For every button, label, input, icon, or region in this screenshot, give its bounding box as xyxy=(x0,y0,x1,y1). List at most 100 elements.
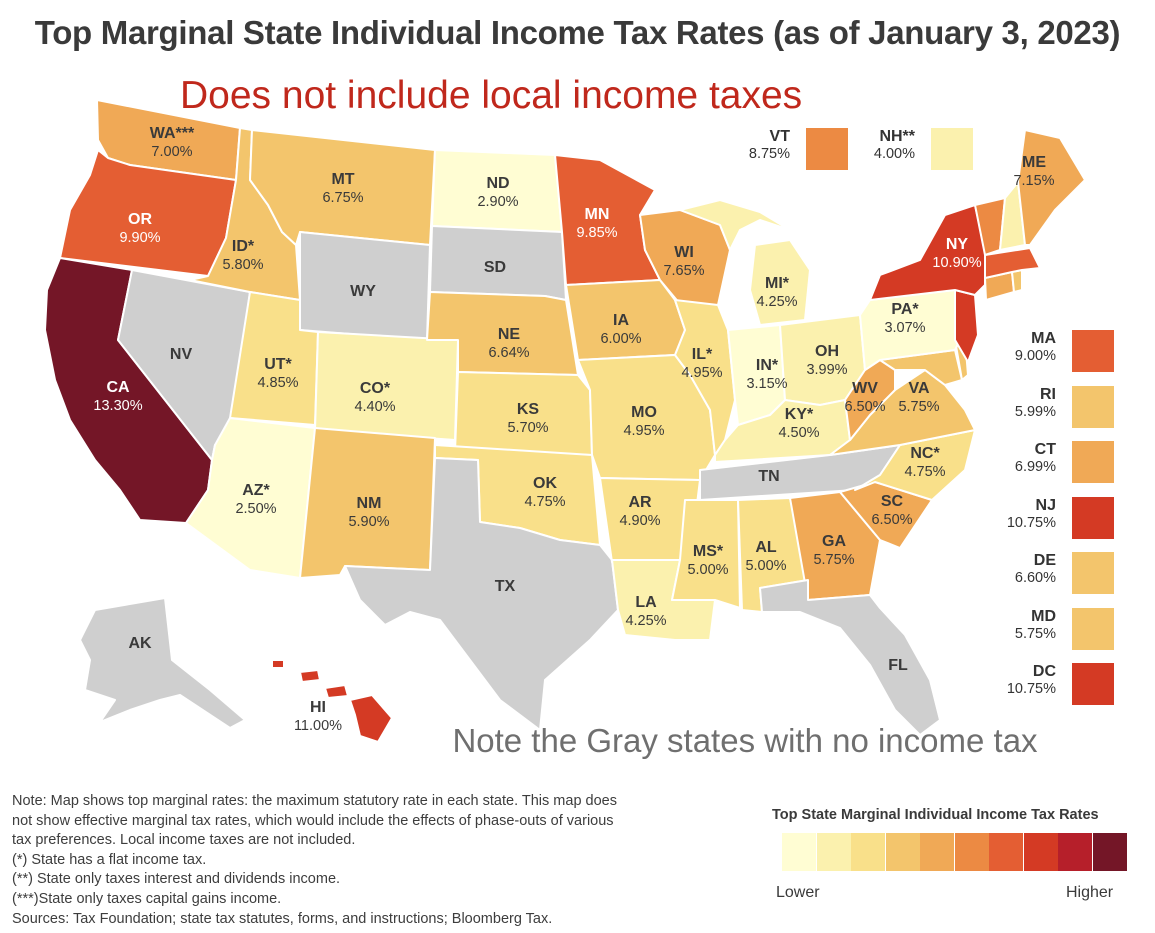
state-rate: 3.07% xyxy=(884,320,926,336)
state-abbr: ND xyxy=(486,175,510,192)
box-abbr: CT xyxy=(1034,441,1056,458)
state-abbr: AZ* xyxy=(242,482,270,499)
state-label: NM 5.90% xyxy=(348,495,389,531)
state-abbr: TN xyxy=(758,468,780,485)
state-label: LA 4.25% xyxy=(625,594,666,630)
state-abbr: MO xyxy=(631,404,657,421)
footnote-line: (*) State has a flat income tax. xyxy=(12,851,207,868)
state-shape-ak[interactable] xyxy=(79,597,246,729)
box-swatch xyxy=(1072,496,1114,539)
box-swatch xyxy=(1072,330,1114,372)
state-label: NE 6.64% xyxy=(488,326,529,362)
state-rate: 6.50% xyxy=(871,512,913,528)
state-rate: 4.75% xyxy=(524,494,566,510)
state-rate: 13.30% xyxy=(93,398,143,414)
state-abbr: ID* xyxy=(231,238,255,255)
state-abbr: UT* xyxy=(264,356,292,373)
state-abbr: MN xyxy=(584,206,610,223)
state-label: MT 6.75% xyxy=(322,171,363,207)
state-label: ME 7.15% xyxy=(1013,154,1054,190)
legend-lower-label: Lower xyxy=(776,884,820,901)
state-shape-me[interactable] xyxy=(1017,129,1086,246)
state-label: IN* 3.15% xyxy=(746,357,787,393)
state-label: VA 5.75% xyxy=(898,380,939,416)
state-rate: 4.75% xyxy=(904,464,946,480)
legend-title: Top State Marginal Individual Income Tax… xyxy=(772,807,1099,823)
state-label: IA 6.00% xyxy=(600,312,641,348)
state-rate: 7.65% xyxy=(663,263,705,279)
box-abbr: NH** xyxy=(879,128,915,145)
box-rate: 4.00% xyxy=(873,146,915,162)
state-abbr: IA xyxy=(613,312,629,329)
state-label: IL* 4.95% xyxy=(681,346,722,382)
footnote-line: tax preferences. Local income taxes are … xyxy=(12,832,356,849)
state-label: AK xyxy=(128,635,151,653)
state-label: WI 7.65% xyxy=(663,244,704,280)
state-shape-ri[interactable] xyxy=(1011,269,1023,293)
state-abbr: OR xyxy=(128,211,152,228)
state-rate: 4.25% xyxy=(756,294,798,310)
state-label: NV xyxy=(170,346,192,364)
state-shape-hi[interactable] xyxy=(271,659,393,743)
state-label: MI* 4.25% xyxy=(756,275,797,311)
box-abbr: MD xyxy=(1031,607,1056,625)
state-shape-mi[interactable] xyxy=(679,199,811,326)
state-rate: 7.15% xyxy=(1013,173,1055,189)
state-abbr: KS xyxy=(516,401,540,418)
state-abbr: SC xyxy=(880,493,904,510)
map-subtitle: Does not include local income taxes xyxy=(180,74,803,117)
box-swatch xyxy=(806,128,848,170)
state-label: WA*** 7.00% xyxy=(150,125,194,161)
legend-box-nh: NH** 4.00% xyxy=(853,128,973,172)
state-rate: 6.75% xyxy=(322,190,364,206)
state-label: OK 4.75% xyxy=(524,475,565,511)
state-label: MS* 5.00% xyxy=(687,543,728,579)
footnotes: Note: Map shows top marginal rates: the … xyxy=(12,792,752,929)
state-rate: 4.95% xyxy=(681,365,723,381)
state-abbr: OK xyxy=(533,475,557,492)
scale-swatch xyxy=(885,833,920,871)
box-abbr: DE xyxy=(1033,552,1056,569)
box-swatch xyxy=(1072,385,1114,428)
state-label: NC* 4.75% xyxy=(904,445,945,481)
state-abbr: CO* xyxy=(359,380,391,397)
box-abbr: VT xyxy=(769,128,790,145)
map-title: Top Marginal State Individual Income Tax… xyxy=(34,14,1121,51)
state-rate: 4.85% xyxy=(257,375,299,391)
state-abbr: NY xyxy=(945,236,969,253)
state-rate: 10.90% xyxy=(932,255,982,271)
state-shape-tx[interactable] xyxy=(344,457,619,731)
state-shape-fl[interactable] xyxy=(759,579,941,736)
state-shape-nc[interactable] xyxy=(854,429,976,501)
state-rate: 5.75% xyxy=(813,552,855,568)
box-swatch xyxy=(1072,663,1114,705)
state-abbr: PA* xyxy=(891,301,919,318)
state-rate: 6.50% xyxy=(844,399,886,415)
scale-swatch xyxy=(1058,833,1092,871)
state-abbr: NM xyxy=(356,495,382,512)
state-rate: 6.64% xyxy=(488,345,530,361)
box-rate: 6.60% xyxy=(1014,570,1056,586)
scale-swatch xyxy=(989,833,1023,871)
box-abbr: DC xyxy=(1032,663,1056,680)
state-rate: 2.90% xyxy=(477,194,519,210)
state-abbr: TX xyxy=(494,578,516,595)
state-abbr: NE xyxy=(497,326,521,343)
state-abbr: WA*** xyxy=(149,125,195,142)
state-label: FL xyxy=(888,657,908,675)
state-rate: 4.90% xyxy=(619,513,661,529)
state-label: HI 11.00% xyxy=(294,699,342,735)
state-rate: 6.00% xyxy=(600,331,642,347)
state-abbr: FL xyxy=(888,657,908,674)
state-label: MO 4.95% xyxy=(623,404,664,440)
box-rate: 8.75% xyxy=(748,146,790,162)
state-rate: 4.50% xyxy=(778,425,820,441)
color-scale xyxy=(782,833,1127,871)
state-label: UT* 4.85% xyxy=(257,356,298,392)
state-label: SC 6.50% xyxy=(871,493,912,529)
state-shape-ma[interactable] xyxy=(984,247,1041,279)
state-abbr: VA xyxy=(908,380,930,397)
box-rate: 5.75% xyxy=(1014,625,1056,642)
scale-swatch xyxy=(1023,833,1058,871)
